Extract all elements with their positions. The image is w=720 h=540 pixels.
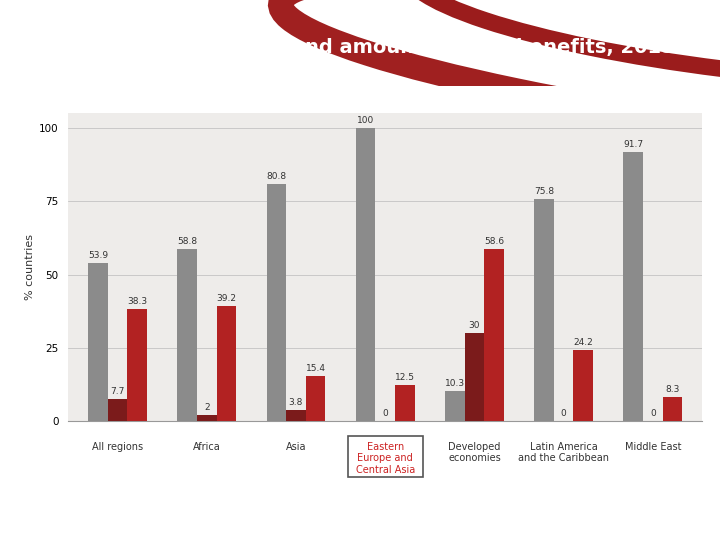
Bar bbox=[464, 333, 485, 421]
Text: 58.8: 58.8 bbox=[177, 237, 197, 246]
Text: Middle East: Middle East bbox=[625, 442, 681, 452]
Bar bbox=[445, 391, 464, 421]
Text: Latin America
and the Caribbean: Latin America and the Caribbean bbox=[518, 442, 609, 463]
Bar bbox=[217, 306, 236, 421]
Text: 53.9: 53.9 bbox=[88, 251, 108, 260]
Text: 91.7: 91.7 bbox=[624, 140, 644, 150]
Text: 10.3: 10.3 bbox=[445, 379, 465, 388]
Text: Maternity leave duration and amount of cash benefits, 2015: Maternity leave duration and amount of c… bbox=[11, 38, 675, 57]
Text: 0: 0 bbox=[561, 409, 567, 418]
Bar bbox=[286, 410, 306, 421]
Text: Eastern
Europe and
Central Asia: Eastern Europe and Central Asia bbox=[356, 442, 415, 475]
Bar bbox=[88, 263, 108, 421]
Text: Eastern
Europe and
Central Asia: Eastern Europe and Central Asia bbox=[356, 442, 415, 475]
Text: 39.2: 39.2 bbox=[216, 294, 236, 303]
Bar bbox=[574, 350, 593, 421]
Text: Developed
economies: Developed economies bbox=[448, 442, 501, 463]
Bar bbox=[177, 249, 197, 421]
Text: Africa: Africa bbox=[193, 442, 220, 452]
Bar bbox=[534, 199, 554, 421]
Text: 100: 100 bbox=[357, 116, 374, 125]
Text: 24.2: 24.2 bbox=[573, 339, 593, 347]
Text: 3.8: 3.8 bbox=[289, 398, 303, 407]
Bar bbox=[624, 152, 643, 421]
Text: 75.8: 75.8 bbox=[534, 187, 554, 196]
Text: 0: 0 bbox=[382, 409, 388, 418]
Y-axis label: % countries: % countries bbox=[25, 234, 35, 300]
Text: 8.3: 8.3 bbox=[665, 385, 680, 394]
Text: 7.7: 7.7 bbox=[110, 387, 125, 396]
Bar bbox=[395, 384, 415, 421]
Bar bbox=[127, 309, 147, 421]
Text: 30: 30 bbox=[469, 321, 480, 330]
Text: Asia: Asia bbox=[286, 442, 306, 452]
Bar bbox=[306, 376, 325, 421]
Bar bbox=[197, 415, 217, 421]
Text: 12.5: 12.5 bbox=[395, 373, 415, 382]
Text: 38.3: 38.3 bbox=[127, 297, 147, 306]
Text: 0: 0 bbox=[650, 409, 656, 418]
Text: All regions: All regions bbox=[92, 442, 143, 452]
Bar bbox=[356, 128, 375, 421]
Bar bbox=[266, 184, 286, 421]
Text: 58.6: 58.6 bbox=[484, 238, 504, 246]
Bar bbox=[485, 249, 504, 421]
Bar bbox=[348, 436, 423, 477]
Text: 15.4: 15.4 bbox=[305, 364, 325, 373]
Bar bbox=[662, 397, 683, 421]
Text: 2: 2 bbox=[204, 403, 210, 413]
Bar bbox=[108, 399, 127, 421]
Text: 80.8: 80.8 bbox=[266, 172, 287, 181]
